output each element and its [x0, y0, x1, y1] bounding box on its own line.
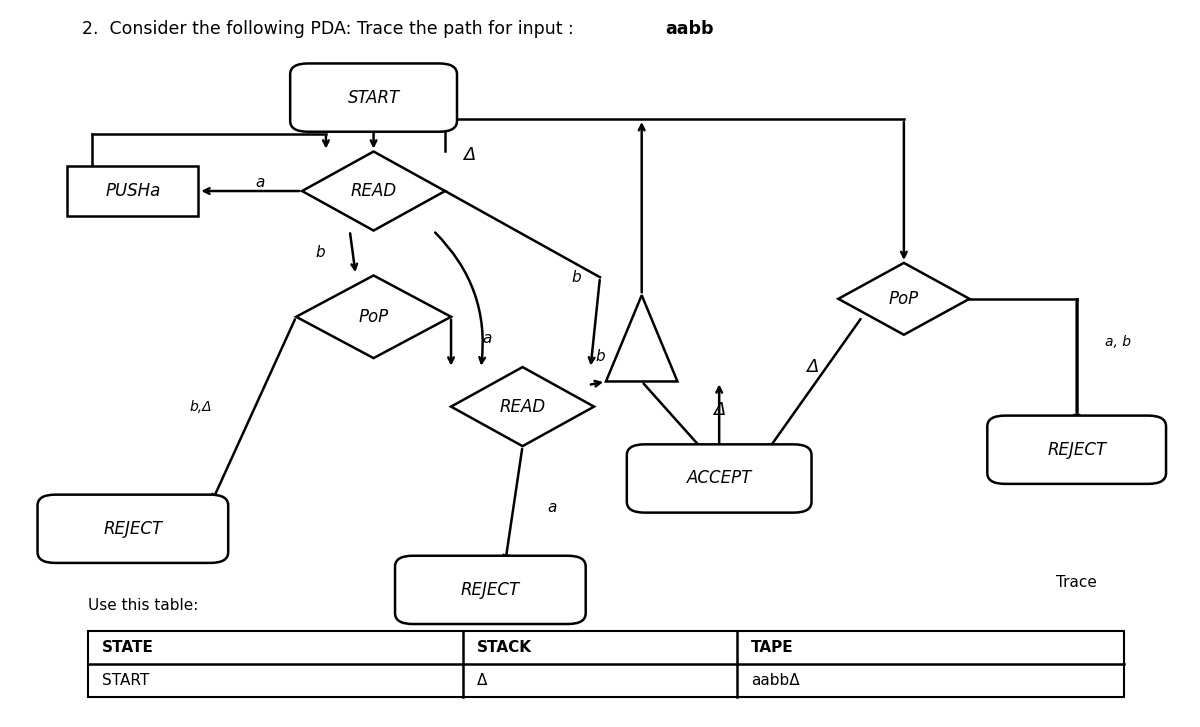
Text: PoP: PoP [889, 290, 919, 308]
Text: PoP: PoP [359, 308, 389, 326]
Text: READ: READ [350, 182, 397, 200]
Text: Trace: Trace [1056, 575, 1097, 590]
FancyBboxPatch shape [395, 555, 586, 624]
Text: PUSHa: PUSHa [106, 182, 161, 200]
Text: b: b [316, 244, 325, 260]
Text: a, b: a, b [1105, 335, 1132, 349]
Bar [67, 166, 198, 216]
Text: b,Δ: b,Δ [190, 400, 212, 414]
Text: a: a [256, 175, 265, 190]
Polygon shape [451, 367, 594, 446]
FancyBboxPatch shape [37, 494, 228, 563]
Text: REJECT: REJECT [1048, 441, 1106, 459]
Text: aabb: aabb [666, 20, 714, 39]
Text: TAPE: TAPE [751, 640, 794, 655]
Text: STATE: STATE [102, 640, 154, 655]
Text: REJECT: REJECT [461, 581, 520, 599]
Polygon shape [839, 263, 970, 334]
Text: aabbΔ: aabbΔ [751, 673, 800, 688]
Text: b: b [571, 270, 581, 285]
Text: START: START [348, 89, 400, 107]
Text: ACCEPT: ACCEPT [686, 470, 751, 488]
Text: REJECT: REJECT [103, 520, 162, 538]
Text: Δ: Δ [463, 146, 475, 164]
Text: a: a [482, 331, 492, 346]
FancyBboxPatch shape [626, 444, 811, 513]
Text: Use this table:: Use this table: [88, 598, 198, 613]
Text: b: b [595, 349, 605, 364]
Polygon shape [296, 276, 451, 358]
Text: START: START [102, 673, 149, 688]
Text: READ: READ [499, 398, 546, 416]
Text: Δ: Δ [478, 673, 487, 688]
Polygon shape [606, 295, 678, 382]
FancyBboxPatch shape [988, 416, 1166, 484]
Text: 2.  Consider the following PDA: Trace the path for input :: 2. Consider the following PDA: Trace the… [82, 20, 578, 39]
Polygon shape [302, 151, 445, 230]
Text: Δ: Δ [713, 401, 725, 419]
Bar [88, 631, 1124, 697]
Text: STACK: STACK [478, 640, 533, 655]
Text: a: a [547, 499, 557, 515]
FancyBboxPatch shape [290, 63, 457, 132]
Text: Δ: Δ [806, 358, 818, 376]
